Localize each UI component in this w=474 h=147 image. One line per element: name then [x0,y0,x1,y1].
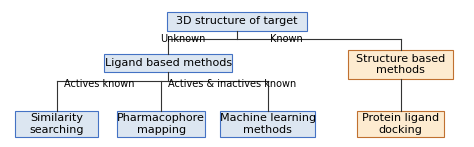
FancyBboxPatch shape [15,111,98,137]
Text: Actives & inactives known: Actives & inactives known [168,79,296,89]
FancyBboxPatch shape [167,12,307,31]
Text: Pharmacophore
mapping: Pharmacophore mapping [117,113,205,135]
FancyBboxPatch shape [220,111,315,137]
Text: Structure based
methods: Structure based methods [356,54,445,75]
Text: Known: Known [270,34,303,44]
Text: 3D structure of target: 3D structure of target [176,16,298,26]
Text: Unknown: Unknown [160,34,205,44]
Text: Similarity
searching: Similarity searching [30,113,84,135]
Text: Ligand based methods: Ligand based methods [105,58,232,68]
FancyBboxPatch shape [118,111,205,137]
FancyBboxPatch shape [356,111,444,137]
Text: Protein ligand
docking: Protein ligand docking [362,113,439,135]
FancyBboxPatch shape [104,54,232,72]
Text: Actives known: Actives known [64,79,135,89]
Text: Machine learning
methods: Machine learning methods [220,113,316,135]
FancyBboxPatch shape [348,50,453,79]
